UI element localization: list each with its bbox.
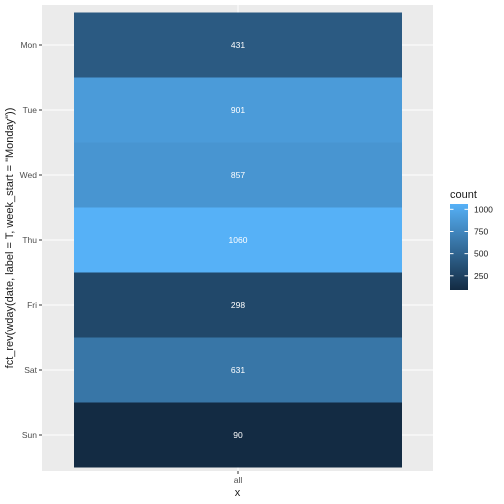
- cell-label-thu: 1060: [229, 235, 248, 245]
- cell-label-sun: 90: [233, 430, 243, 440]
- legend-tick-label: 750: [474, 226, 488, 236]
- x-axis: all: [234, 471, 243, 485]
- y-tick-label-thu: Thu: [22, 235, 37, 245]
- legend-colorbar: [450, 204, 468, 290]
- heatmap-cells: [74, 12, 402, 468]
- heatmap-cell-fri: [74, 272, 402, 338]
- cell-label-tue: 901: [231, 105, 245, 115]
- y-tick-label-wed: Wed: [20, 170, 38, 180]
- heatmap-cell-mon: [74, 12, 402, 78]
- y-tick-label-sat: Sat: [24, 365, 37, 375]
- heatmap-cell-sat: [74, 337, 402, 403]
- y-axis-title: fct_rev(wday(date, label = T, week_start…: [4, 108, 16, 369]
- legend-title: count: [450, 189, 477, 201]
- y-tick-label-sun: Sun: [22, 430, 37, 440]
- x-axis-title: x: [235, 487, 241, 499]
- legend-tick-label: 500: [474, 249, 488, 259]
- y-tick-label-tue: Tue: [23, 105, 38, 115]
- cell-label-sat: 631: [231, 365, 245, 375]
- heatmap-cell-wed: [74, 142, 402, 208]
- legend-tick-label: 250: [474, 271, 488, 281]
- x-tick-label-all: all: [234, 475, 243, 485]
- heatmap-cell-sun: [74, 402, 402, 468]
- heatmap-cell-thu: [74, 207, 402, 273]
- y-axis: Mon Tue Wed Thu Fri Sat Sun: [20, 40, 42, 440]
- legend-ticks: 1000 750 500 250: [450, 204, 493, 281]
- cell-label-fri: 298: [231, 300, 245, 310]
- cell-label-mon: 431: [231, 40, 245, 50]
- cell-label-wed: 857: [231, 170, 245, 180]
- y-tick-label-fri: Fri: [27, 300, 37, 310]
- cell-value-labels: 431 901 857 1060 298 631 90: [229, 40, 248, 440]
- color-legend: count 1000 750 500 250: [450, 189, 493, 290]
- y-tick-label-mon: Mon: [20, 40, 37, 50]
- legend-tick-label: 1000: [474, 204, 493, 214]
- heatmap-cell-tue: [74, 77, 402, 143]
